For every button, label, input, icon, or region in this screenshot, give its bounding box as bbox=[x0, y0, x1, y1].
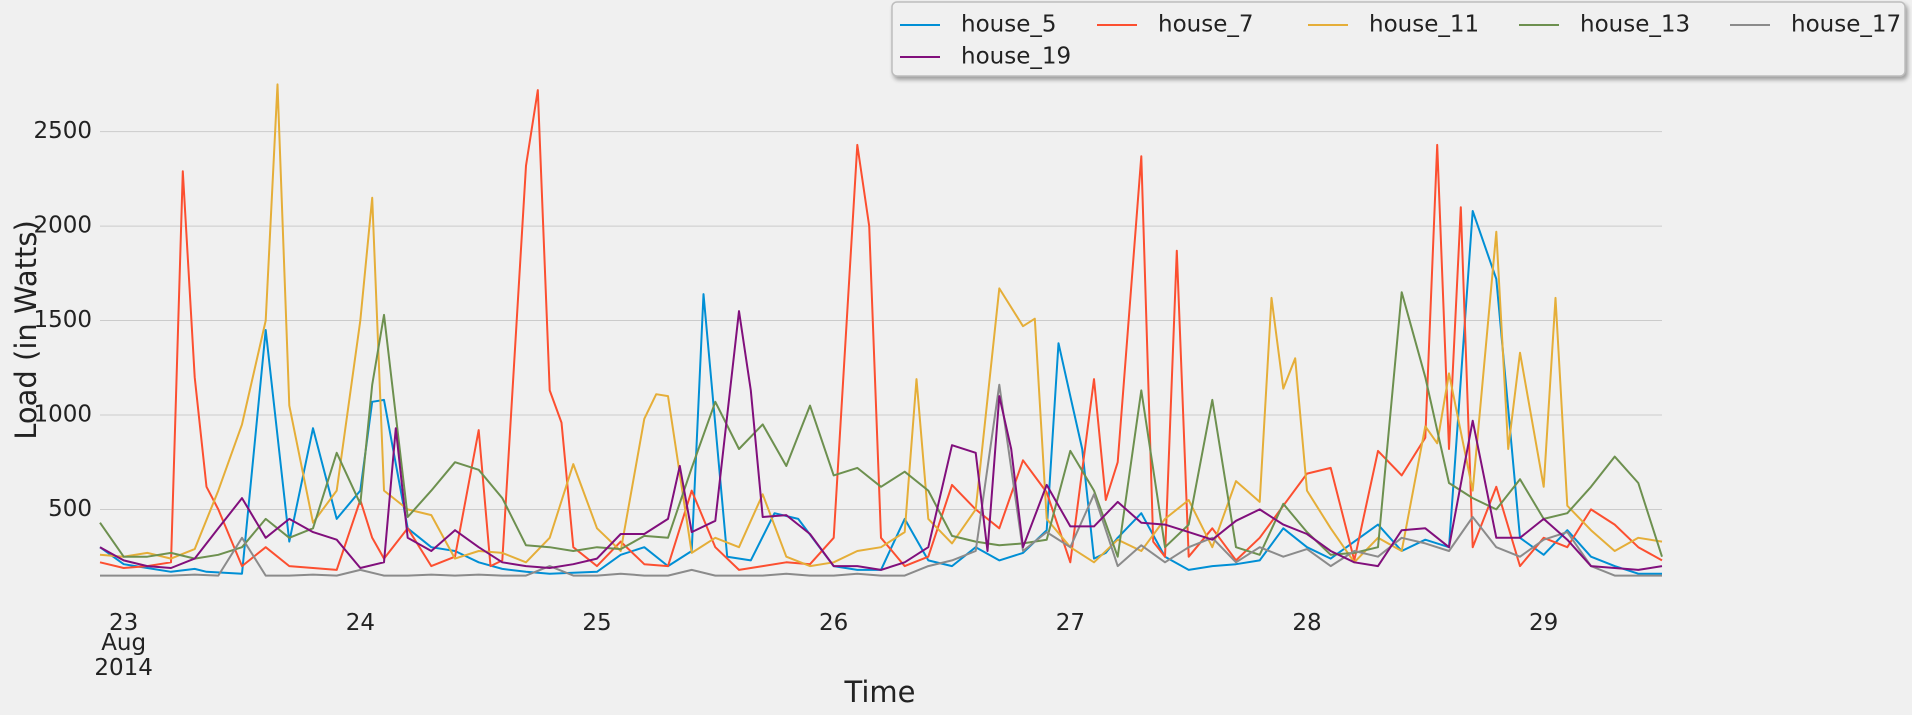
y-tick-labels: 500 1000 1500 2000 2500 bbox=[33, 118, 92, 522]
x-tick-label: 24 bbox=[346, 610, 375, 636]
series-line-house-17 bbox=[100, 383, 1662, 577]
series-lines bbox=[99, 83, 1663, 577]
series-line-house-13 bbox=[99, 291, 1663, 560]
legend: house_5 house_7 house_11 house_13 house_17ho… bbox=[891, 1, 1906, 77]
series-line-house-11 bbox=[99, 83, 1663, 568]
legend-box bbox=[891, 1, 1906, 77]
legend-label: house_7 bbox=[1158, 12, 1254, 38]
legend-items: house_5 house_7 house_11 house_13 house_17ho… bbox=[900, 12, 1901, 70]
y-axis-title: Load (in Watts) bbox=[9, 220, 43, 440]
x-tick-label: 29 bbox=[1529, 610, 1558, 636]
series-line-house-19 bbox=[99, 310, 1663, 571]
x-axis-title: Time bbox=[844, 675, 916, 709]
x-tick-label: 25 bbox=[582, 610, 611, 636]
y-tick-label: 1500 bbox=[33, 307, 92, 333]
y-tick-label: 2000 bbox=[33, 213, 92, 239]
y-tick-label: 1000 bbox=[33, 402, 92, 428]
x-tick-label: 26 bbox=[819, 610, 848, 636]
x-tick-sublabel: Aug bbox=[101, 630, 146, 656]
legend-label: house_5 bbox=[961, 12, 1057, 38]
legend-label: house_11 bbox=[1369, 12, 1479, 38]
x-tick-label: 27 bbox=[1056, 610, 1085, 636]
y-tick-label: 500 bbox=[48, 496, 92, 522]
x-tick-label: 23 bbox=[109, 610, 138, 636]
x-tick-label: 28 bbox=[1292, 610, 1321, 636]
x-tick-sublabel: 2014 bbox=[94, 655, 153, 681]
y-tick-label: 2500 bbox=[33, 118, 92, 144]
legend-label: house_13 bbox=[1580, 12, 1690, 38]
legend-label: house_17 bbox=[1791, 12, 1901, 38]
legend-label: house_19 bbox=[961, 44, 1071, 70]
